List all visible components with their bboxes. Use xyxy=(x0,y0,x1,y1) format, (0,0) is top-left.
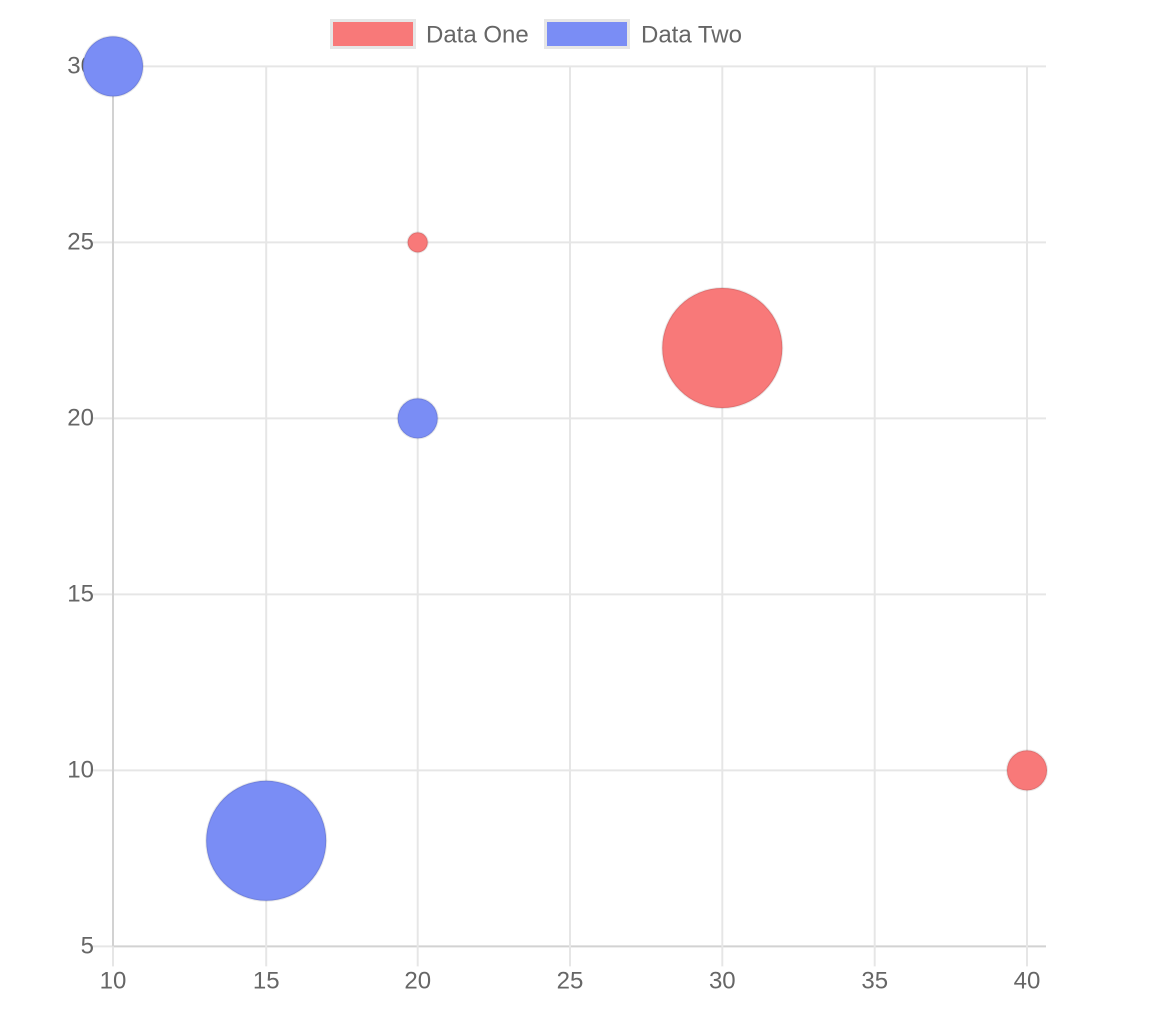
svg-text:30: 30 xyxy=(709,968,736,995)
svg-text:10: 10 xyxy=(67,757,94,784)
svg-text:25: 25 xyxy=(557,968,584,995)
svg-text:10: 10 xyxy=(100,968,127,995)
svg-text:40: 40 xyxy=(1014,968,1041,995)
svg-text:15: 15 xyxy=(253,968,280,995)
svg-text:25: 25 xyxy=(67,229,94,256)
svg-text:Data Two: Data Two xyxy=(641,22,742,49)
svg-text:20: 20 xyxy=(67,405,94,432)
svg-text:35: 35 xyxy=(861,968,888,995)
svg-text:15: 15 xyxy=(67,581,94,608)
svg-text:5: 5 xyxy=(81,933,94,960)
svg-text:20: 20 xyxy=(404,968,431,995)
svg-text:Data One: Data One xyxy=(426,22,529,49)
